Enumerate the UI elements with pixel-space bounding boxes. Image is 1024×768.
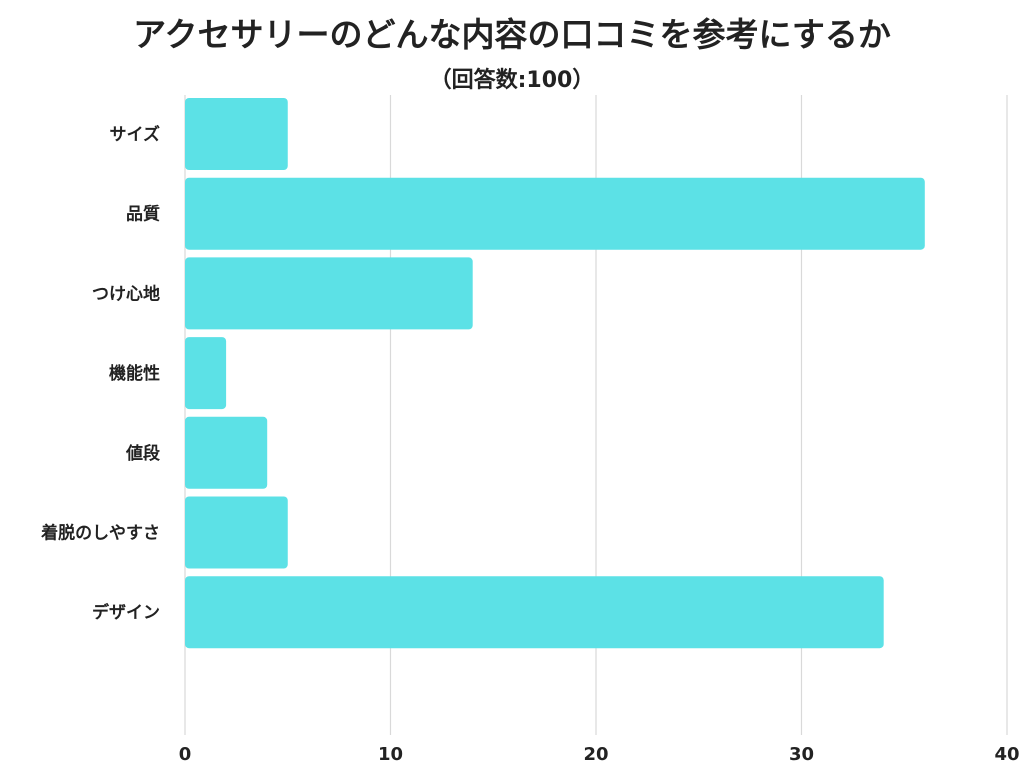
chart-subtitle: （回答数:100） [429, 68, 595, 93]
x-tick-label: 10 [378, 744, 403, 765]
category-label: 品質 [126, 204, 160, 225]
category-label: デザイン [92, 602, 160, 623]
bar [185, 177, 925, 250]
x-tick-label: 0 [179, 744, 192, 765]
bar [185, 337, 227, 410]
chart-title: アクセサリーのどんな内容の口コミを参考にするか [133, 15, 891, 54]
x-tick-label: 40 [994, 744, 1019, 765]
category-label: 機能性 [109, 363, 160, 384]
bar [185, 98, 288, 170]
x-tick-label: 20 [583, 744, 608, 765]
category-label: 値段 [125, 443, 160, 464]
x-tick-label: 30 [789, 744, 814, 765]
bar [185, 496, 288, 569]
category-label: 着脱のしやすさ [40, 523, 160, 544]
bar [185, 257, 473, 330]
category-label: サイズ [110, 124, 161, 145]
category-label: つけ心地 [92, 283, 160, 304]
bar [185, 576, 884, 649]
bar [185, 416, 268, 489]
